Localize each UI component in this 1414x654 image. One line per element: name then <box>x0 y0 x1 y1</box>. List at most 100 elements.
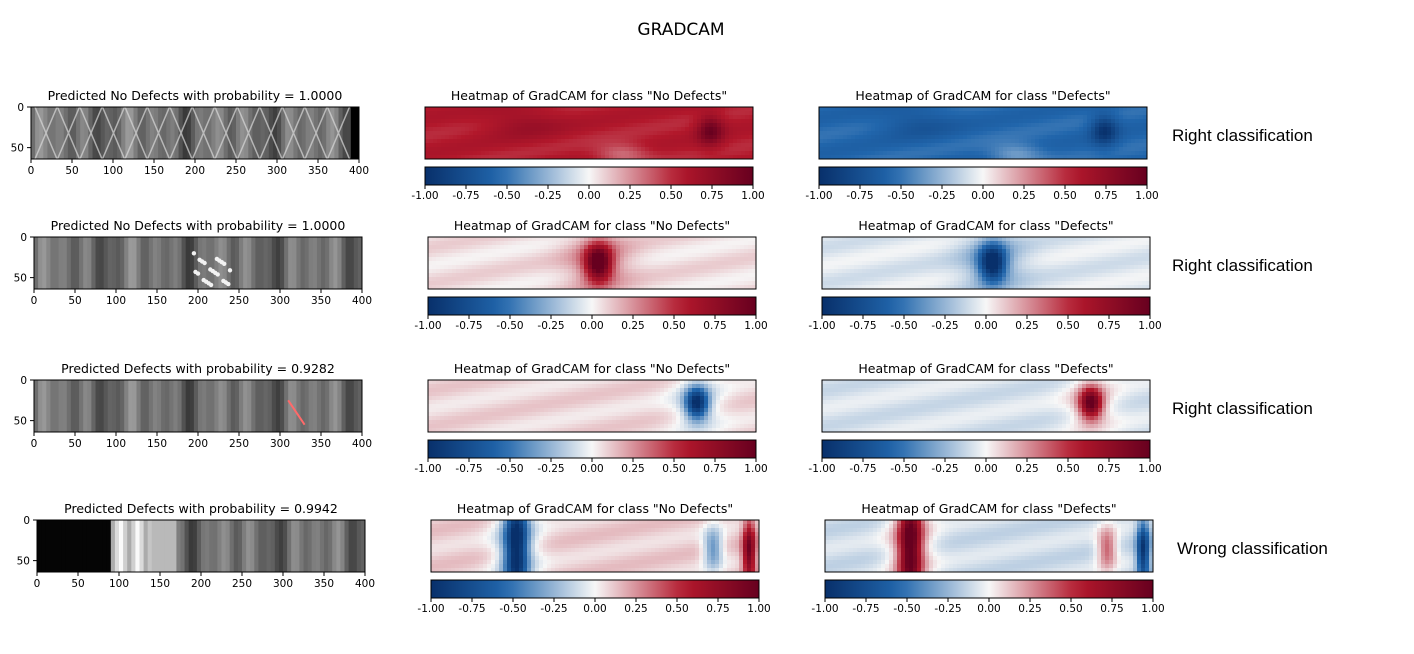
image-xtick-label: 100 <box>103 165 123 177</box>
colorbar-defects-tick-label: 0.25 <box>1018 603 1041 615</box>
image-xtick-label: 50 <box>71 578 84 590</box>
colorbar-defects-bar <box>821 439 1151 459</box>
classification-verdict: Right classification <box>1172 126 1313 145</box>
colorbar-no-defects-tick-label: 0.75 <box>703 463 726 475</box>
image-xtick-label: 0 <box>28 165 35 177</box>
image-xtick-label: 300 <box>270 295 290 307</box>
heatmap-defects-title: Heatmap of GradCAM for class "Defects" <box>858 361 1113 376</box>
colorbar-no-defects-tick-label: -0.50 <box>493 190 520 202</box>
colorbar-no-defects-tick-label: 0.50 <box>659 190 682 202</box>
colorbar-defects-tick-label: -0.25 <box>934 603 961 615</box>
input-image-panel: Predicted Defects with probability = 0.9… <box>17 501 375 590</box>
heatmap-defects-panel: Heatmap of GradCAM for class "Defects" -1… <box>811 501 1164 615</box>
colorbar-defects-tick-label: 0.00 <box>974 320 997 332</box>
image-xtick-label: 150 <box>150 578 170 590</box>
colorbar-defects-tick-label: -0.25 <box>931 463 958 475</box>
colorbar-no-defects-tick-label: -0.75 <box>455 463 482 475</box>
colorbar-no-defects-tick-label: -0.50 <box>496 320 523 332</box>
colorbar-no-defects-tick-label: 0.75 <box>700 190 723 202</box>
heatmap-no-defects-title: Heatmap of GradCAM for class "No Defects… <box>457 501 733 516</box>
colorbar-defects-tick-label: -0.50 <box>890 320 917 332</box>
colorbar-no-defects-tick-label: 0.75 <box>703 320 726 332</box>
colorbar-no-defects-tick-label: -0.50 <box>496 463 523 475</box>
colorbar-no-defects-tick-label: 0.25 <box>618 190 641 202</box>
classification-verdict: Wrong classification <box>1177 539 1328 558</box>
heatmap-defects-frame <box>821 236 1151 290</box>
image-xtick-label: 350 <box>311 438 331 450</box>
image-xtick-label: 300 <box>267 165 287 177</box>
image-ytick-label: 50 <box>14 273 27 285</box>
colorbar-no-defects-tick-label: 0.25 <box>621 320 644 332</box>
colorbar-defects-tick-label: 0.75 <box>1097 320 1120 332</box>
colorbar-defects-bar <box>821 296 1151 316</box>
image-xtick-label: 100 <box>109 578 129 590</box>
colorbar-defects-tick-label: 0.75 <box>1094 190 1117 202</box>
image-xtick-label: 150 <box>147 438 167 450</box>
heatmap-no-defects-panel: Heatmap of GradCAM for class "No Defects… <box>414 361 767 475</box>
colorbar-defects-tick-label: 1.00 <box>1138 320 1161 332</box>
input-image-panel: Predicted No Defects with probability = … <box>14 218 372 307</box>
image-xtick-label: 150 <box>144 165 164 177</box>
image-ytick-label: 50 <box>17 556 30 568</box>
colorbar-defects-bar <box>818 166 1148 186</box>
result-row: Predicted No Defects with probability = … <box>14 218 1313 332</box>
image-xtick-label: 250 <box>229 295 249 307</box>
image-ytick-label: 0 <box>20 375 27 387</box>
colorbar-defects-tick-label: -1.00 <box>805 190 832 202</box>
image-xtick-label: 200 <box>185 165 205 177</box>
colorbar-defects-tick-label: -0.50 <box>890 463 917 475</box>
colorbar-no-defects-tick-label: 0.25 <box>621 463 644 475</box>
colorbar-defects-tick-label: -0.50 <box>893 603 920 615</box>
image-xtick-label: 50 <box>68 295 81 307</box>
colorbar-defects-tick-label: 0.00 <box>977 603 1000 615</box>
image-xtick-label: 250 <box>226 165 246 177</box>
colorbar-no-defects-tick-label: 1.00 <box>741 190 764 202</box>
colorbar-defects-tick-label: 1.00 <box>1135 190 1158 202</box>
heatmap-defects-frame <box>821 379 1151 433</box>
colorbar-no-defects-tick-label: -1.00 <box>411 190 438 202</box>
heatmap-defects-title: Heatmap of GradCAM for class "Defects" <box>858 218 1113 233</box>
image-xtick-label: 0 <box>31 438 38 450</box>
colorbar-no-defects-tick-label: -0.75 <box>452 190 479 202</box>
input-image-panel: Predicted Defects with probability = 0.9… <box>14 361 372 450</box>
heatmap-no-defects-frame <box>427 236 757 290</box>
figure-title: GRADCAM <box>637 20 724 40</box>
image-xtick-label: 50 <box>68 438 81 450</box>
colorbar-no-defects-tick-label: 0.50 <box>665 603 688 615</box>
heatmap-defects-panel: Heatmap of GradCAM for class "Defects" -1… <box>808 218 1161 332</box>
colorbar-no-defects-tick-label: -0.25 <box>537 320 564 332</box>
colorbar-defects-tick-label: 0.50 <box>1056 463 1079 475</box>
colorbar-defects-tick-label: 0.25 <box>1012 190 1035 202</box>
colorbar-no-defects-tick-label: 0.00 <box>580 463 603 475</box>
image-ytick-label: 0 <box>23 515 30 527</box>
image-xtick-label: 200 <box>188 295 208 307</box>
colorbar-defects-tick-label: 0.50 <box>1056 320 1079 332</box>
colorbar-no-defects-tick-label: -0.75 <box>458 603 485 615</box>
image-xtick-label: 0 <box>31 295 38 307</box>
image-ytick-label: 50 <box>14 416 27 428</box>
colorbar-defects-tick-label: 0.75 <box>1100 603 1123 615</box>
image-xtick-label: 400 <box>352 295 372 307</box>
colorbar-no-defects-tick-label: -1.00 <box>417 603 444 615</box>
colorbar-no-defects-tick-label: -0.75 <box>455 320 482 332</box>
heatmap-defects-title: Heatmap of GradCAM for class "Defects" <box>855 88 1110 103</box>
image-xtick-label: 150 <box>147 295 167 307</box>
image-xtick-label: 50 <box>65 165 78 177</box>
classification-verdict: Right classification <box>1172 256 1313 275</box>
image-xtick-label: 200 <box>191 578 211 590</box>
heatmap-defects-title: Heatmap of GradCAM for class "Defects" <box>861 501 1116 516</box>
prediction-title: Predicted Defects with probability = 0.9… <box>61 361 335 376</box>
colorbar-no-defects-tick-label: -1.00 <box>414 463 441 475</box>
colorbar-defects-tick-label: 1.00 <box>1138 463 1161 475</box>
colorbar-defects-tick-label: -0.75 <box>846 190 873 202</box>
colorbar-defects-tick-label: -0.75 <box>849 320 876 332</box>
colorbar-defects-tick-label: 0.00 <box>971 190 994 202</box>
colorbar-no-defects-bar <box>427 296 757 316</box>
image-xtick-label: 300 <box>273 578 293 590</box>
colorbar-no-defects-tick-label: 0.00 <box>577 190 600 202</box>
colorbar-defects-tick-label: 0.50 <box>1059 603 1082 615</box>
colorbar-defects-tick-label: -1.00 <box>808 320 835 332</box>
colorbar-no-defects-tick-label: -1.00 <box>414 320 441 332</box>
colorbar-defects-tick-label: 0.50 <box>1053 190 1076 202</box>
